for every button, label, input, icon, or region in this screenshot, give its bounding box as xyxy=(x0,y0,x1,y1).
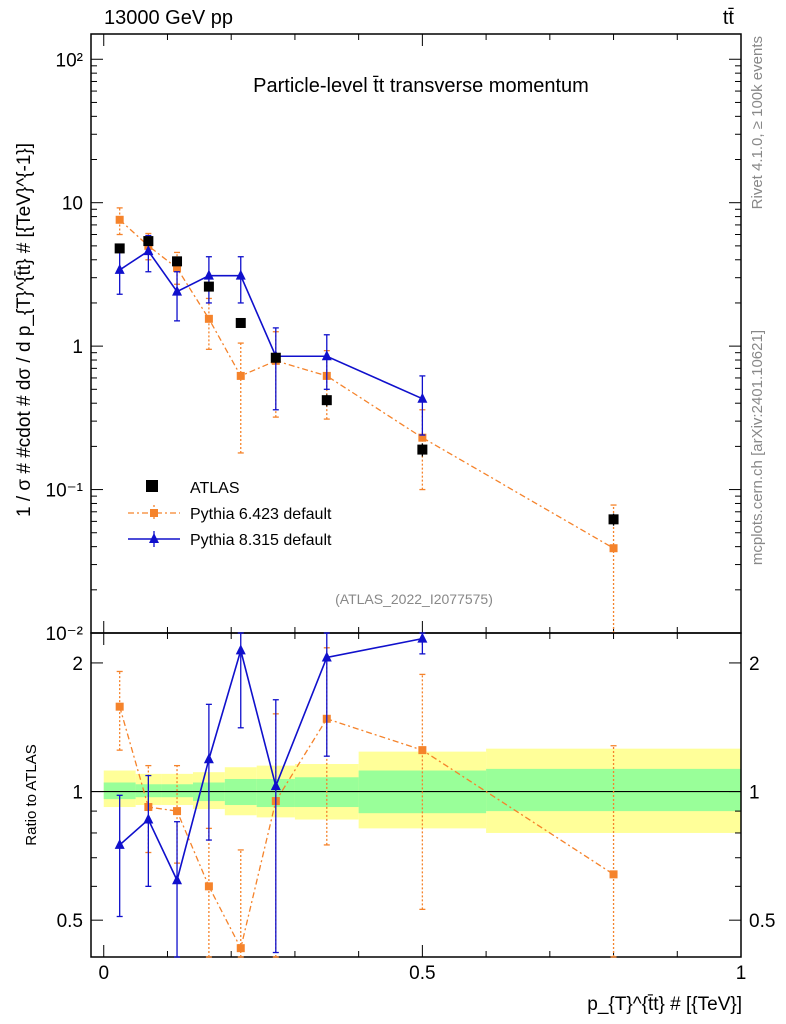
pythia6-ratio-point xyxy=(236,944,245,953)
atlas-point xyxy=(270,352,281,363)
main-y-tick-label: 10⁻² xyxy=(46,624,84,645)
pythia6-main-point xyxy=(204,314,213,323)
atlas-point xyxy=(235,317,246,328)
ratio-y-tick-label-right: 2 xyxy=(749,654,760,675)
legend-label-atlas: ATLAS xyxy=(190,480,240,497)
main-y-tick-label: 1 xyxy=(72,337,83,358)
x-axis-title: p_{T}^{t̄t} # [{TeV}] xyxy=(587,994,742,1015)
ratio-y-axis-title: Ratio to ATLAS xyxy=(23,744,40,845)
pythia8-ratio-point xyxy=(172,874,183,885)
pythia8-main-line xyxy=(119,249,423,400)
pythia8-ratio-point xyxy=(321,651,332,662)
pythia6-ratio-point xyxy=(609,870,618,879)
legend-marker-pythia6 xyxy=(150,509,158,517)
pythia8-main-point xyxy=(114,263,125,274)
atlas-point xyxy=(143,236,154,247)
legend: ATLAS Pythia 6.423 default Pythia 8.315 … xyxy=(128,480,332,549)
atlas-point xyxy=(417,444,428,455)
atlas-point xyxy=(321,395,332,406)
source-label: mcplots.cern.ch [arXiv:2401.10621] xyxy=(749,330,766,565)
pythia6-main-point xyxy=(173,264,182,273)
rivet-version-label: Rivet 4.1.0, ≥ 100k events xyxy=(749,36,766,209)
pythia8-ratio-point xyxy=(114,838,125,849)
atlas-point xyxy=(608,514,619,525)
ratio-frame xyxy=(90,632,742,958)
legend-label-pythia8: Pythia 8.315 default xyxy=(190,532,332,549)
pythia8-main-point xyxy=(235,269,246,280)
x-tick-label: 0 xyxy=(98,963,109,984)
pythia6-ratio-point xyxy=(418,746,427,755)
pythia6-ratio-point xyxy=(115,702,124,711)
pythia6-ratio-point xyxy=(173,807,182,816)
pythia6-main-point xyxy=(236,371,245,380)
main-y-tick-label: 10² xyxy=(56,50,83,71)
pythia8-ratio-point xyxy=(143,813,154,824)
ratio-y-tick-label: 0.5 xyxy=(57,911,83,932)
pythia8-main-point xyxy=(321,350,332,361)
ratio-y-tick-label: 2 xyxy=(72,654,83,675)
pythia8-ratio-point xyxy=(203,753,214,764)
plot-title: Particle-level t̄t transverse momentum xyxy=(253,75,589,97)
x-tick-label: 0.5 xyxy=(409,963,435,984)
pythia8-main-point xyxy=(172,285,183,296)
atlas-point xyxy=(203,281,214,292)
main-y-tick-label: 10⁻¹ xyxy=(46,481,84,502)
pythia8-ratio-point xyxy=(417,632,428,643)
pythia6-main-point xyxy=(418,433,427,442)
ratio-band-green xyxy=(103,782,136,800)
process-label: tt̄ xyxy=(723,7,735,29)
main-y-tick-label: 10 xyxy=(62,194,83,215)
pythia8-ratio-line xyxy=(119,637,423,883)
legend-label-pythia6: Pythia 6.423 default xyxy=(190,506,332,523)
main-plot-area: 10² 10 1 10⁻¹ 10⁻² xyxy=(46,33,742,645)
pythia8-main-point xyxy=(203,269,214,280)
analysis-id: (ATLAS_2022_I2077575) xyxy=(335,591,493,607)
pythia8-ratio-point xyxy=(235,644,246,655)
atlas-point xyxy=(114,243,125,254)
energy-label: 13000 GeV pp xyxy=(104,7,233,29)
x-tick-label: 1 xyxy=(736,963,747,984)
ratio-y-tick-label-right: 1 xyxy=(749,783,760,804)
legend-marker-atlas xyxy=(146,480,158,492)
pythia8-main-point xyxy=(143,245,154,256)
atlas-point xyxy=(172,256,183,267)
ratio-y-tick-label: 1 xyxy=(72,783,83,804)
legend-marker-pythia8 xyxy=(149,533,159,543)
pythia6-ratio-point xyxy=(204,882,213,891)
ratio-plot-area: 0 0.5 1 2 2 1 1 0.5 0.5 xyxy=(57,632,775,984)
ratio-y-tick-label-right: 0.5 xyxy=(749,911,775,932)
pythia6-main-point xyxy=(609,544,618,553)
pythia8-ratio-point xyxy=(270,780,281,791)
main-y-axis-title: 1 / σ # #cdot # dσ / d p_{T}^{t̄t} # [{T… xyxy=(14,143,35,517)
pythia8-main-point xyxy=(417,392,428,403)
pythia6-main-point xyxy=(115,215,124,224)
